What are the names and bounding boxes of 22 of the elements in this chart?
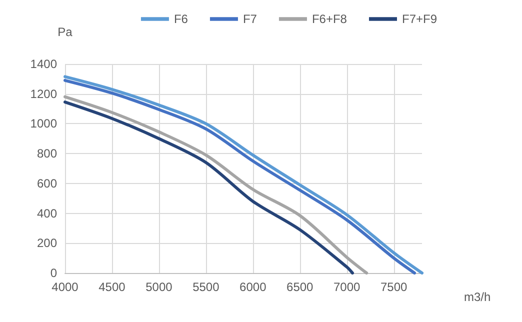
x-tick-label: 7000 bbox=[333, 280, 361, 294]
y-tick-label: 1000 bbox=[30, 116, 58, 131]
y-tick-label: 200 bbox=[36, 236, 58, 250]
y-tick-label: 800 bbox=[36, 146, 58, 161]
x-tick-label: 6000 bbox=[240, 280, 267, 294]
x-tick-label: 4000 bbox=[52, 280, 79, 294]
legend-label: F6+F8 bbox=[312, 12, 348, 26]
y-tick-label: 400 bbox=[36, 206, 58, 220]
legend-label: F7 bbox=[242, 12, 258, 26]
x-tick-label: 5500 bbox=[192, 280, 220, 294]
y-axis-title: Pa bbox=[58, 25, 73, 39]
legend-label: F6 bbox=[174, 12, 188, 26]
y-tick-label: 1400 bbox=[30, 57, 58, 71]
legend-label: F7+F9 bbox=[402, 12, 438, 26]
x-tick-label: 6500 bbox=[286, 280, 314, 294]
x-tick-label: 5000 bbox=[146, 280, 173, 294]
y-tick-label: 0 bbox=[50, 266, 58, 280]
x-tick-label: 4500 bbox=[98, 280, 126, 294]
y-tick-label: 1200 bbox=[30, 86, 58, 101]
x-tick-label: 7500 bbox=[380, 280, 408, 294]
y-tick-label: 600 bbox=[36, 176, 58, 190]
x-axis-title: m3/h bbox=[464, 290, 491, 304]
